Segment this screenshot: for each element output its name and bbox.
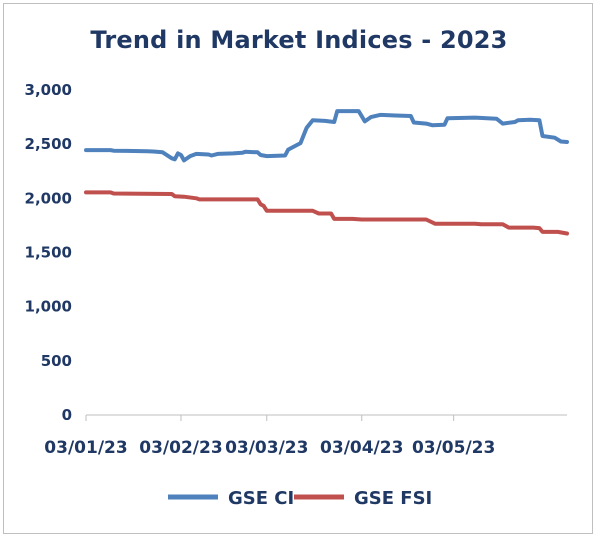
series-layer — [84, 109, 569, 236]
x-tick-label: 03/01/23 — [44, 438, 127, 458]
series-line-gse-ci — [84, 109, 569, 163]
chart-title: Trend in Market Indices - 2023 — [90, 26, 508, 54]
x-tick-label: 03/04/23 — [320, 438, 403, 458]
series-line-gse-fsi — [84, 190, 569, 236]
x-axis: 03/01/23 03/02/23 03/03/23 03/04/23 03/05/23 — [44, 414, 567, 458]
y-tick-label: 2,500 — [25, 135, 72, 153]
y-tick-label: 2,000 — [25, 189, 72, 207]
y-tick-label: 3,000 — [25, 81, 72, 99]
y-axis-ticks: 0 500 1,000 1,500 2,000 2,500 3,000 — [25, 81, 72, 424]
y-tick-label: 1,500 — [25, 244, 72, 262]
x-tick-label: 03/03/23 — [225, 438, 308, 458]
chart-frame — [3, 3, 593, 534]
y-tick-label: 1,000 — [25, 298, 72, 316]
y-tick-label: 500 — [41, 352, 72, 370]
legend: GSE CI GSE FSI — [168, 488, 432, 509]
legend-label: GSE FSI — [354, 488, 432, 509]
y-tick-label: 0 — [62, 406, 72, 424]
x-tick-label: 03/05/23 — [412, 438, 495, 458]
legend-label: GSE CI — [228, 488, 294, 509]
x-tick-label: 03/02/23 — [139, 438, 222, 458]
